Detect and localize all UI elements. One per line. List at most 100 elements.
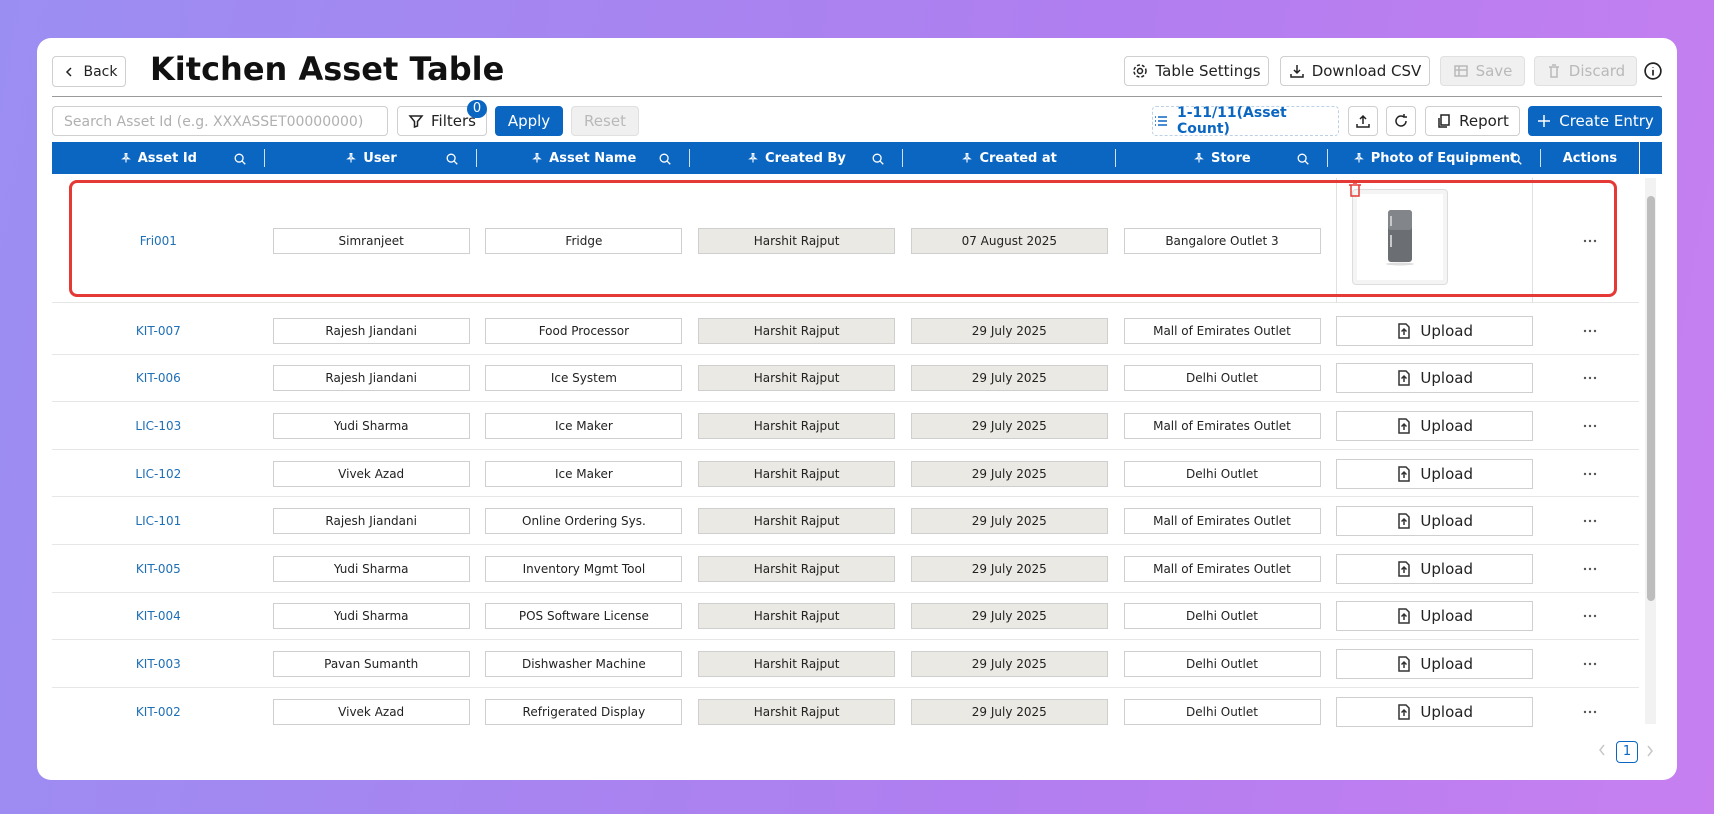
scrollbar-thumb (1647, 196, 1655, 601)
field-user: Simranjeet (272, 227, 470, 254)
column-header-label: Created By (765, 150, 846, 166)
column-search-icon[interactable] (658, 151, 672, 165)
upload-photo-button[interactable]: Upload (1336, 696, 1534, 727)
upload-photo-button[interactable]: Upload (1336, 506, 1534, 537)
table-row: LIC-103 Yudi Sharma Ice Maker Harshit Rajpu… (52, 402, 1639, 450)
search-input[interactable]: Search Asset Id (e.g. XXXASSET00000000) (52, 106, 388, 136)
field-user: Yudi Sharma (272, 555, 470, 582)
upload-button[interactable] (1348, 106, 1378, 136)
actions-menu[interactable] (1541, 640, 1639, 688)
field-created-at: 07 August 2025 (910, 227, 1108, 254)
asset-id-link[interactable]: KIT-005 (135, 561, 181, 576)
table-row: LIC-101 Rajesh Jiandani Online Ordering Sy… (52, 497, 1639, 545)
pagination-page[interactable]: 1 (1616, 741, 1638, 763)
icon (872, 153, 884, 165)
report-button-label: Report (1459, 112, 1509, 130)
field-user: Vivek Azad (272, 698, 470, 725)
actions-menu[interactable] (1541, 178, 1639, 303)
icon (748, 152, 758, 163)
field-created-by: Harshit Rajput (698, 460, 896, 487)
column-header: Actions (1541, 142, 1639, 174)
pagination-prev[interactable] (1597, 743, 1611, 761)
more-icon (1583, 377, 1597, 380)
report-button[interactable]: Report (1425, 106, 1520, 136)
icon (1538, 115, 1551, 127)
upload-photo-button[interactable]: Upload (1336, 553, 1534, 584)
reset-button[interactable]: Reset (571, 106, 639, 136)
asset-id-link[interactable]: KIT-006 (135, 371, 181, 386)
field-created-by: Harshit Rajput (698, 317, 896, 344)
upload-label: Upload (1420, 321, 1473, 340)
photo-thumbnail[interactable] (1352, 189, 1449, 285)
column-divider (1114, 149, 1116, 167)
more-icon (1583, 239, 1597, 242)
asset-id-link[interactable]: LIC-102 (135, 466, 182, 481)
asset-id-link[interactable]: KIT-004 (135, 609, 181, 624)
asset-id-link[interactable]: LIC-103 (135, 418, 182, 433)
asset-id-link[interactable]: KIT-002 (135, 704, 181, 719)
upload-photo-button[interactable]: Upload (1336, 601, 1534, 632)
column-header-label: Actions (1562, 150, 1618, 166)
upload-label: Upload (1420, 464, 1473, 483)
field-store: Mall of Emirates Outlet (1123, 555, 1321, 582)
field-asset-name: Ice Maker (485, 460, 683, 487)
icon (65, 66, 72, 77)
delete-photo-icon[interactable] (1347, 182, 1363, 198)
column-divider (689, 149, 691, 167)
icon (1398, 561, 1411, 577)
field-created-at: 29 July 2025 (910, 603, 1108, 630)
actions-menu[interactable] (1541, 688, 1639, 727)
field-asset-name: Ice Maker (485, 412, 683, 439)
upload-photo-button[interactable]: Upload (1336, 648, 1534, 679)
asset-id-link[interactable]: KIT-003 (135, 656, 181, 671)
actions-menu[interactable] (1541, 307, 1639, 355)
download-csv-button-label: Download CSV (1311, 62, 1422, 80)
actions-menu[interactable] (1541, 402, 1639, 450)
actions-menu[interactable] (1541, 355, 1639, 403)
icon (1289, 65, 1304, 78)
field-user: Yudi Sharma (272, 603, 470, 630)
back-button-label: Back (83, 63, 118, 80)
icon (1398, 513, 1411, 529)
table-row: KIT-005 Yudi Sharma Inventory Mgmt Tool Har… (52, 545, 1639, 593)
discard-button[interactable]: Discard (1534, 56, 1637, 86)
save-button[interactable]: Save (1440, 56, 1525, 86)
asset-id-link[interactable]: KIT-007 (135, 323, 181, 338)
download-csv-button[interactable]: Download CSV (1280, 56, 1430, 86)
apply-button-label: Apply (507, 112, 551, 130)
more-icon (1583, 662, 1597, 666)
pagination-next[interactable] (1645, 743, 1659, 761)
column-search-icon[interactable] (233, 151, 247, 165)
field-created-by: Harshit Rajput (698, 603, 896, 630)
create-entry-button[interactable]: Create Entry (1528, 106, 1662, 136)
table-settings-button[interactable]: Table Settings (1124, 56, 1269, 86)
actions-menu[interactable] (1541, 545, 1639, 593)
icon (1644, 62, 1662, 80)
asset-id-link[interactable]: Fri001 (139, 233, 177, 248)
actions-menu[interactable] (1541, 450, 1639, 498)
upload-photo-button[interactable]: Upload (1336, 410, 1534, 441)
column-header-label: Photo of Equipment (1370, 150, 1517, 166)
asset-id-link[interactable]: LIC-101 (135, 514, 182, 529)
actions-menu[interactable] (1541, 593, 1639, 641)
back-button[interactable]: Back (52, 56, 126, 87)
icon (1155, 116, 1167, 126)
column-search-icon[interactable] (871, 151, 885, 165)
upload-photo-button[interactable]: Upload (1336, 363, 1534, 394)
refresh-button[interactable] (1386, 106, 1416, 136)
column-search-icon[interactable] (445, 151, 459, 165)
icon (1398, 323, 1411, 339)
column-search-icon[interactable] (1509, 151, 1523, 165)
field-asset-name: POS Software License (485, 603, 683, 630)
table-row: Fri001 Simranjeet Fridge Harshit Rajput 07 A… (52, 178, 1639, 303)
icon (1398, 608, 1411, 625)
upload-photo-button[interactable]: Upload (1336, 315, 1534, 346)
column-header-label: User (363, 150, 397, 166)
icon (1398, 370, 1411, 387)
upload-photo-button[interactable]: Upload (1336, 458, 1534, 489)
field-store: Mall of Emirates Outlet (1123, 412, 1321, 439)
column-search-icon[interactable] (1296, 151, 1310, 165)
apply-button[interactable]: Apply (495, 106, 563, 136)
actions-menu[interactable] (1541, 497, 1639, 545)
info-icon[interactable] (1644, 62, 1662, 80)
